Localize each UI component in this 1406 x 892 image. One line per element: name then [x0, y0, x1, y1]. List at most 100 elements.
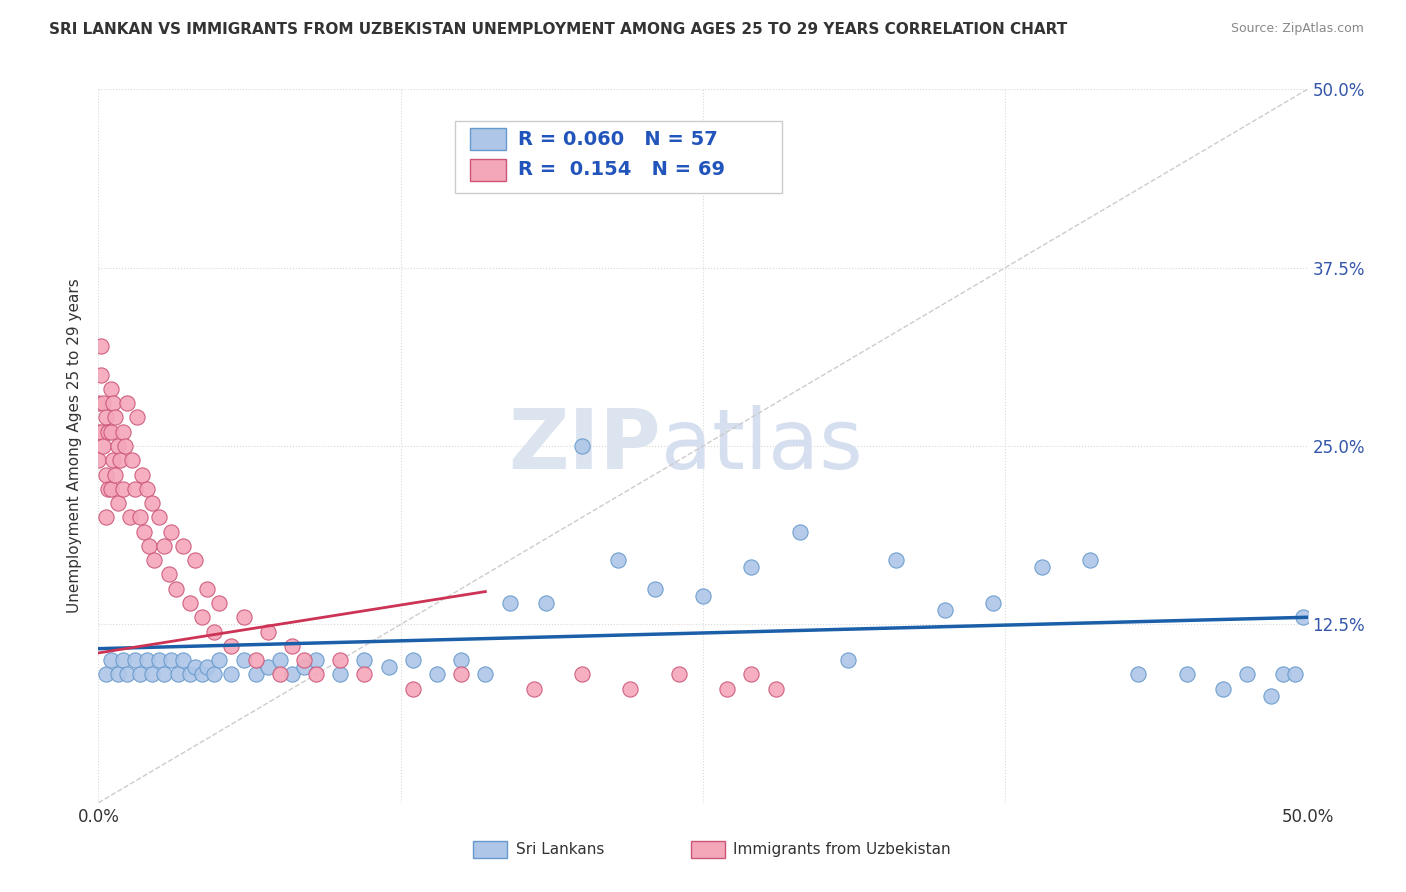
Text: R = 0.060   N = 57: R = 0.060 N = 57	[517, 129, 717, 149]
Point	[1175, 667, 1198, 681]
Point	[138, 539, 160, 553]
Point	[141, 496, 163, 510]
Point	[87, 453, 110, 467]
Point	[571, 667, 593, 681]
Point	[135, 482, 157, 496]
Point	[269, 653, 291, 667]
Bar	[470, 159, 506, 180]
Text: Sri Lankans: Sri Lankans	[516, 842, 605, 856]
Point	[668, 667, 690, 681]
Point	[91, 396, 114, 410]
Point	[1031, 560, 1053, 574]
Point	[402, 653, 425, 667]
Point	[124, 653, 146, 667]
Point	[179, 596, 201, 610]
Point	[128, 667, 150, 681]
Point	[1128, 667, 1150, 681]
Point	[160, 524, 183, 539]
Point	[740, 667, 762, 681]
Text: ZIP: ZIP	[508, 406, 661, 486]
Point	[160, 653, 183, 667]
Point	[740, 560, 762, 574]
Point	[90, 368, 112, 382]
Text: Source: ZipAtlas.com: Source: ZipAtlas.com	[1230, 22, 1364, 36]
Point	[128, 510, 150, 524]
Point	[534, 596, 557, 610]
Point	[329, 667, 352, 681]
Point	[1292, 610, 1315, 624]
Point	[124, 482, 146, 496]
Point	[353, 653, 375, 667]
Point	[179, 667, 201, 681]
Point	[1260, 689, 1282, 703]
Point	[256, 660, 278, 674]
Point	[104, 410, 127, 425]
Point	[450, 667, 472, 681]
Point	[886, 553, 908, 567]
Point	[232, 653, 254, 667]
Text: R =  0.154   N = 69: R = 0.154 N = 69	[517, 161, 725, 179]
Point	[91, 439, 114, 453]
Point	[981, 596, 1004, 610]
Point	[305, 667, 328, 681]
Point	[245, 653, 267, 667]
Point	[474, 667, 496, 681]
Point	[135, 653, 157, 667]
Point	[607, 553, 630, 567]
Point	[94, 467, 117, 482]
Point	[97, 425, 120, 439]
Point	[165, 582, 187, 596]
Point	[281, 639, 304, 653]
Point	[121, 453, 143, 467]
Point	[104, 467, 127, 482]
Point	[101, 453, 124, 467]
Text: SRI LANKAN VS IMMIGRANTS FROM UZBEKISTAN UNEMPLOYMENT AMONG AGES 25 TO 29 YEARS : SRI LANKAN VS IMMIGRANTS FROM UZBEKISTAN…	[49, 22, 1067, 37]
Text: atlas: atlas	[661, 406, 862, 486]
Point	[100, 382, 122, 396]
Point	[97, 482, 120, 496]
Point	[107, 496, 129, 510]
Point	[523, 681, 546, 696]
Point	[377, 660, 399, 674]
Point	[837, 653, 859, 667]
Point	[94, 667, 117, 681]
Point	[172, 539, 194, 553]
Point	[87, 425, 110, 439]
Point	[191, 610, 214, 624]
Point	[118, 510, 141, 524]
Point	[644, 582, 666, 596]
Point	[90, 339, 112, 353]
Point	[195, 582, 218, 596]
Point	[117, 396, 139, 410]
Point	[143, 553, 166, 567]
Point	[498, 596, 520, 610]
Point	[789, 524, 811, 539]
Bar	[690, 840, 724, 858]
Point	[100, 425, 122, 439]
Point	[141, 667, 163, 681]
Point	[256, 624, 278, 639]
Point	[152, 539, 174, 553]
Point	[305, 653, 328, 667]
Point	[329, 653, 352, 667]
Point	[111, 482, 134, 496]
Point	[101, 396, 124, 410]
Point	[292, 653, 315, 667]
FancyBboxPatch shape	[456, 121, 782, 193]
Point	[111, 425, 134, 439]
Point	[107, 667, 129, 681]
Point	[1272, 667, 1295, 681]
Point	[90, 425, 112, 439]
Point	[134, 524, 156, 539]
Point	[765, 681, 787, 696]
Point	[87, 396, 110, 410]
Point	[245, 667, 267, 681]
Point	[94, 410, 117, 425]
Point	[157, 567, 180, 582]
Point	[208, 653, 231, 667]
Point	[1284, 667, 1306, 681]
Point	[571, 439, 593, 453]
Point	[148, 510, 170, 524]
Point	[292, 660, 315, 674]
Point	[131, 467, 153, 482]
